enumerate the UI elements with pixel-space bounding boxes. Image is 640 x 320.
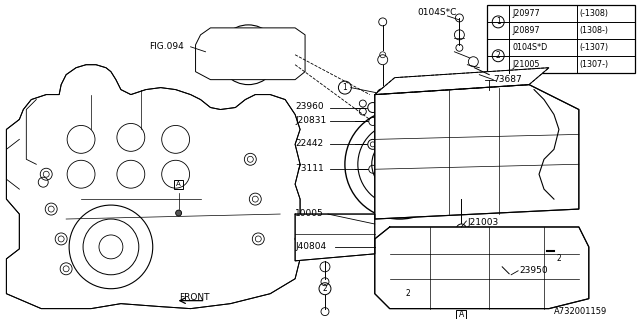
Text: 1: 1 (496, 17, 500, 27)
Bar (487, 5, 635, 73)
Circle shape (396, 160, 404, 168)
Circle shape (44, 171, 49, 177)
Text: A: A (176, 181, 181, 187)
Text: 73111: 73111 (295, 164, 324, 173)
Circle shape (48, 206, 54, 212)
Text: 10005: 10005 (295, 209, 324, 218)
Circle shape (244, 51, 252, 59)
Circle shape (462, 294, 467, 299)
Circle shape (255, 236, 261, 242)
Polygon shape (196, 28, 305, 80)
Text: 2: 2 (405, 289, 410, 298)
Text: 0104S*D: 0104S*D (512, 43, 547, 52)
Polygon shape (375, 227, 589, 308)
Text: 23960: 23960 (295, 102, 324, 111)
Circle shape (247, 156, 253, 162)
Polygon shape (375, 84, 579, 219)
Text: J20831: J20831 (295, 116, 326, 125)
Polygon shape (6, 65, 300, 308)
Text: (-1308): (-1308) (580, 9, 609, 18)
Text: J21005: J21005 (512, 60, 540, 69)
Text: FRONT: FRONT (179, 293, 209, 302)
Circle shape (462, 234, 467, 238)
Text: A732001159: A732001159 (554, 307, 607, 316)
Circle shape (252, 196, 259, 202)
Circle shape (380, 92, 386, 98)
Bar (456, 310, 467, 320)
Circle shape (63, 266, 69, 272)
Text: 2: 2 (496, 51, 500, 60)
Text: 1: 1 (342, 83, 348, 92)
Text: (1308-): (1308-) (580, 26, 609, 35)
Circle shape (175, 210, 182, 216)
Text: (-1307): (-1307) (580, 43, 609, 52)
Circle shape (58, 236, 64, 242)
Text: FIG.094: FIG.094 (148, 42, 184, 51)
Text: 73687: 73687 (493, 75, 522, 84)
Text: 0104S*C: 0104S*C (417, 8, 457, 18)
Text: A: A (459, 310, 464, 319)
Text: J20897: J20897 (512, 26, 540, 35)
Text: 2: 2 (557, 254, 561, 263)
Circle shape (405, 234, 410, 238)
Circle shape (527, 294, 532, 299)
Text: 23950: 23950 (519, 266, 548, 275)
Text: (1307-): (1307-) (580, 60, 609, 69)
Circle shape (511, 274, 517, 280)
Polygon shape (375, 68, 549, 95)
Polygon shape (295, 214, 375, 261)
Text: 22442: 22442 (295, 139, 323, 148)
Circle shape (371, 142, 375, 147)
Text: 2: 2 (323, 284, 327, 293)
Text: J20977: J20977 (512, 9, 540, 18)
Text: J21003: J21003 (467, 218, 499, 227)
Circle shape (405, 294, 410, 299)
Bar (174, 180, 183, 189)
Text: J40804: J40804 (295, 242, 326, 252)
Circle shape (527, 234, 532, 238)
